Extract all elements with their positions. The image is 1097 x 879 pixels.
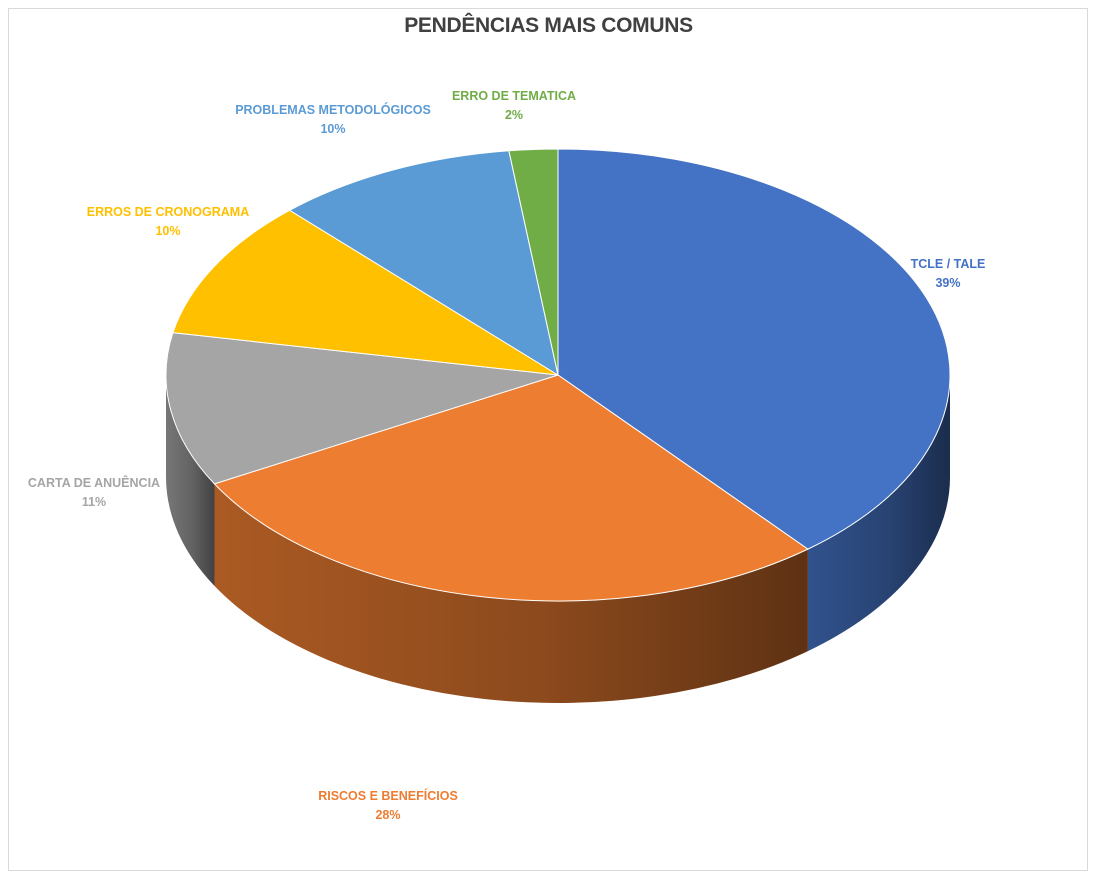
data-label-name-2: RISCOS E BENEFÍCIOS xyxy=(318,788,458,803)
chart-title: PENDÊNCIAS MAIS COMUNS xyxy=(404,14,693,37)
pie-slice-1 xyxy=(557,148,951,550)
data-label-value-5: 10% xyxy=(320,122,345,136)
data-label-name-5: PROBLEMAS METODOLÓGICOS xyxy=(235,102,431,117)
data-label-name-1: TCLE / TALE xyxy=(911,257,986,271)
pie-side-walls xyxy=(166,375,950,703)
pie-top-faces xyxy=(165,148,951,602)
pie-side-shade-1 xyxy=(807,375,950,652)
pie-slice-6 xyxy=(508,148,559,376)
data-label-value-1: 39% xyxy=(935,276,960,290)
data-label-name-6: ERRO DE TEMATICA xyxy=(452,89,576,103)
data-label-name-3: CARTA DE ANUÊNCIA xyxy=(28,475,160,490)
data-label-value-2: 28% xyxy=(375,808,400,822)
pie-side-shade-3 xyxy=(166,375,215,586)
data-label-value-4: 10% xyxy=(155,224,180,238)
pie-slice-2 xyxy=(213,374,809,602)
data-labels: TCLE / TALE 39% RISCOS E BENEFÍCIOS 28% CART… xyxy=(28,89,985,822)
data-label-name-4: ERROS DE CRONOGRAMA xyxy=(87,205,250,219)
pie-side-shade-2 xyxy=(214,483,808,703)
pie-slice-3 xyxy=(165,332,559,485)
pie-slice-4 xyxy=(172,209,559,376)
data-label-value-6: 2% xyxy=(505,108,523,122)
data-label-value-3: 11% xyxy=(82,495,106,509)
pie-slice-5 xyxy=(288,150,559,377)
